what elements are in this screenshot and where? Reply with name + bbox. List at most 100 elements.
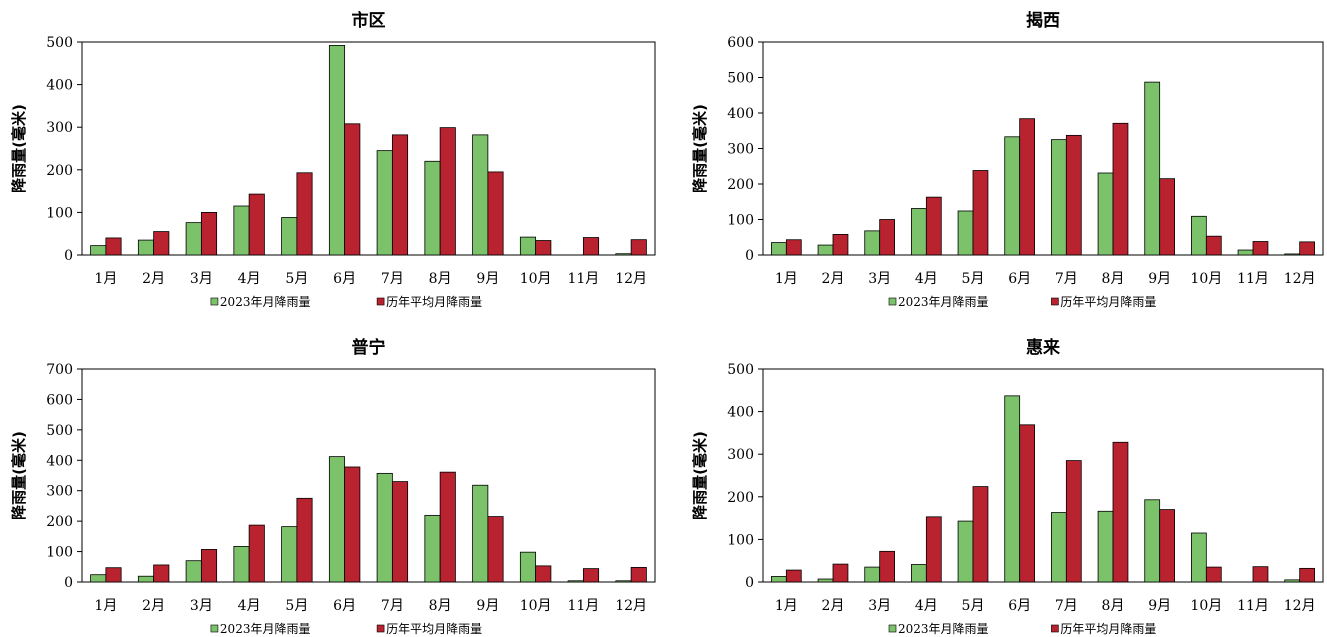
x-tick-label: 5月 [962, 271, 985, 287]
x-tick-label: 12月 [615, 598, 647, 614]
x-tick-label: 3月 [868, 271, 891, 287]
x-tick-label: 2月 [142, 598, 165, 614]
x-tick-label: 6月 [333, 271, 356, 287]
bar-2023-2 [137, 239, 155, 256]
x-tick-label: 8月 [429, 598, 452, 614]
legend-swatch [1051, 297, 1059, 306]
legend-swatch [888, 297, 897, 306]
bar-avg-5 [972, 486, 989, 583]
bar-2023-5 [281, 217, 298, 256]
bar-2023-3 [185, 560, 202, 583]
bar-avg-6 [344, 466, 361, 583]
bar-2023-12 [615, 580, 632, 583]
bar-avg-10 [1205, 235, 1222, 256]
bar-2023-5 [957, 210, 974, 256]
bar-avg-5 [296, 497, 313, 583]
x-tick-label: 12月 [1284, 598, 1316, 614]
x-tick-label: 9月 [1148, 598, 1171, 614]
bar-2023-9 [472, 134, 489, 256]
bar-avg-2 [153, 231, 170, 256]
bar-avg-8 [1112, 122, 1129, 256]
bar-2023-5 [957, 520, 974, 583]
x-tick-label: 6月 [1008, 598, 1031, 614]
bar-avg-7 [391, 134, 409, 256]
y-tick-label: 100 [727, 213, 754, 229]
legend-label: 2023年月降雨量 [898, 622, 989, 636]
x-tick-label: 8月 [1102, 598, 1125, 614]
bar-2023-10 [1191, 532, 1207, 583]
bar-avg-7 [1065, 134, 1082, 256]
bar-avg-10 [535, 565, 552, 583]
legend-label: 历年平均月降雨量 [386, 622, 482, 636]
bar-avg-1 [105, 567, 122, 583]
bar-avg-9 [487, 516, 504, 583]
bar-avg-9 [487, 171, 504, 256]
bar-avg-12 [1299, 241, 1315, 256]
x-tick-label: 12月 [615, 271, 647, 287]
y-tick-label: 400 [46, 78, 73, 94]
legend-label: 历年平均月降雨量 [1060, 295, 1156, 309]
bar-avg-3 [879, 550, 896, 583]
y-tick-label: 300 [46, 484, 73, 500]
bar-avg-11 [582, 237, 600, 256]
bar-avg-4 [248, 193, 265, 256]
plot-frame [762, 41, 1324, 256]
bar-2023-10 [519, 551, 537, 583]
y-tick-label: 500 [46, 35, 73, 51]
bar-2023-9 [1144, 499, 1161, 583]
y-tick-label: 400 [727, 106, 754, 122]
legend-swatch [210, 297, 219, 306]
bar-2023-2 [817, 578, 834, 583]
bar-avg-1 [785, 569, 802, 583]
y-tick-label: 0 [745, 575, 754, 591]
bar-avg-4 [248, 524, 265, 583]
plot-frame [81, 368, 656, 583]
x-tick-label: 7月 [1055, 271, 1078, 287]
x-tick-label: 5月 [285, 271, 308, 287]
bar-2023-4 [233, 205, 250, 256]
bar-2023-7 [1051, 512, 1067, 583]
bar-2023-3 [185, 222, 202, 256]
bar-2023-1 [90, 574, 107, 583]
bar-avg-1 [105, 237, 122, 256]
legend-swatch [376, 297, 385, 306]
bar-avg-11 [1252, 566, 1269, 583]
chart-title: 市区 [352, 10, 386, 31]
x-tick-label: 10月 [520, 598, 552, 614]
y-tick-label: 0 [64, 575, 73, 591]
x-tick-label: 11月 [1237, 271, 1269, 287]
bar-avg-3 [879, 219, 896, 256]
bar-2023-1 [771, 242, 787, 256]
bar-avg-6 [344, 123, 361, 256]
y-tick-label: 100 [46, 545, 73, 561]
x-tick-label: 6月 [1008, 271, 1031, 287]
y-tick-label: 200 [727, 177, 754, 193]
x-tick-label: 3月 [190, 598, 213, 614]
bar-2023-2 [137, 575, 155, 583]
bar-2023-9 [472, 484, 489, 583]
bar-2023-11 [567, 580, 584, 583]
x-tick-label: 5月 [285, 598, 308, 614]
y-tick-label: 300 [727, 447, 754, 463]
bar-2023-3 [864, 566, 881, 583]
legend-label: 2023年月降雨量 [898, 295, 989, 309]
x-tick-label: 4月 [238, 271, 261, 287]
y-tick-label: 100 [46, 205, 73, 221]
x-tick-label: 12月 [1284, 271, 1316, 287]
bar-avg-5 [972, 170, 989, 256]
bar-2023-4 [911, 208, 927, 256]
y-tick-label: 200 [46, 163, 73, 179]
bar-2023-7 [376, 472, 393, 583]
y-tick-label: 300 [46, 120, 73, 136]
y-tick-label: 500 [727, 71, 754, 87]
bar-avg-9 [1159, 509, 1175, 583]
bar-avg-10 [1205, 566, 1222, 583]
x-tick-label: 9月 [476, 598, 499, 614]
bar-avg-8 [439, 471, 456, 583]
y-tick-label: 700 [46, 362, 73, 378]
bar-avg-2 [832, 563, 849, 583]
x-tick-label: 4月 [238, 598, 261, 614]
